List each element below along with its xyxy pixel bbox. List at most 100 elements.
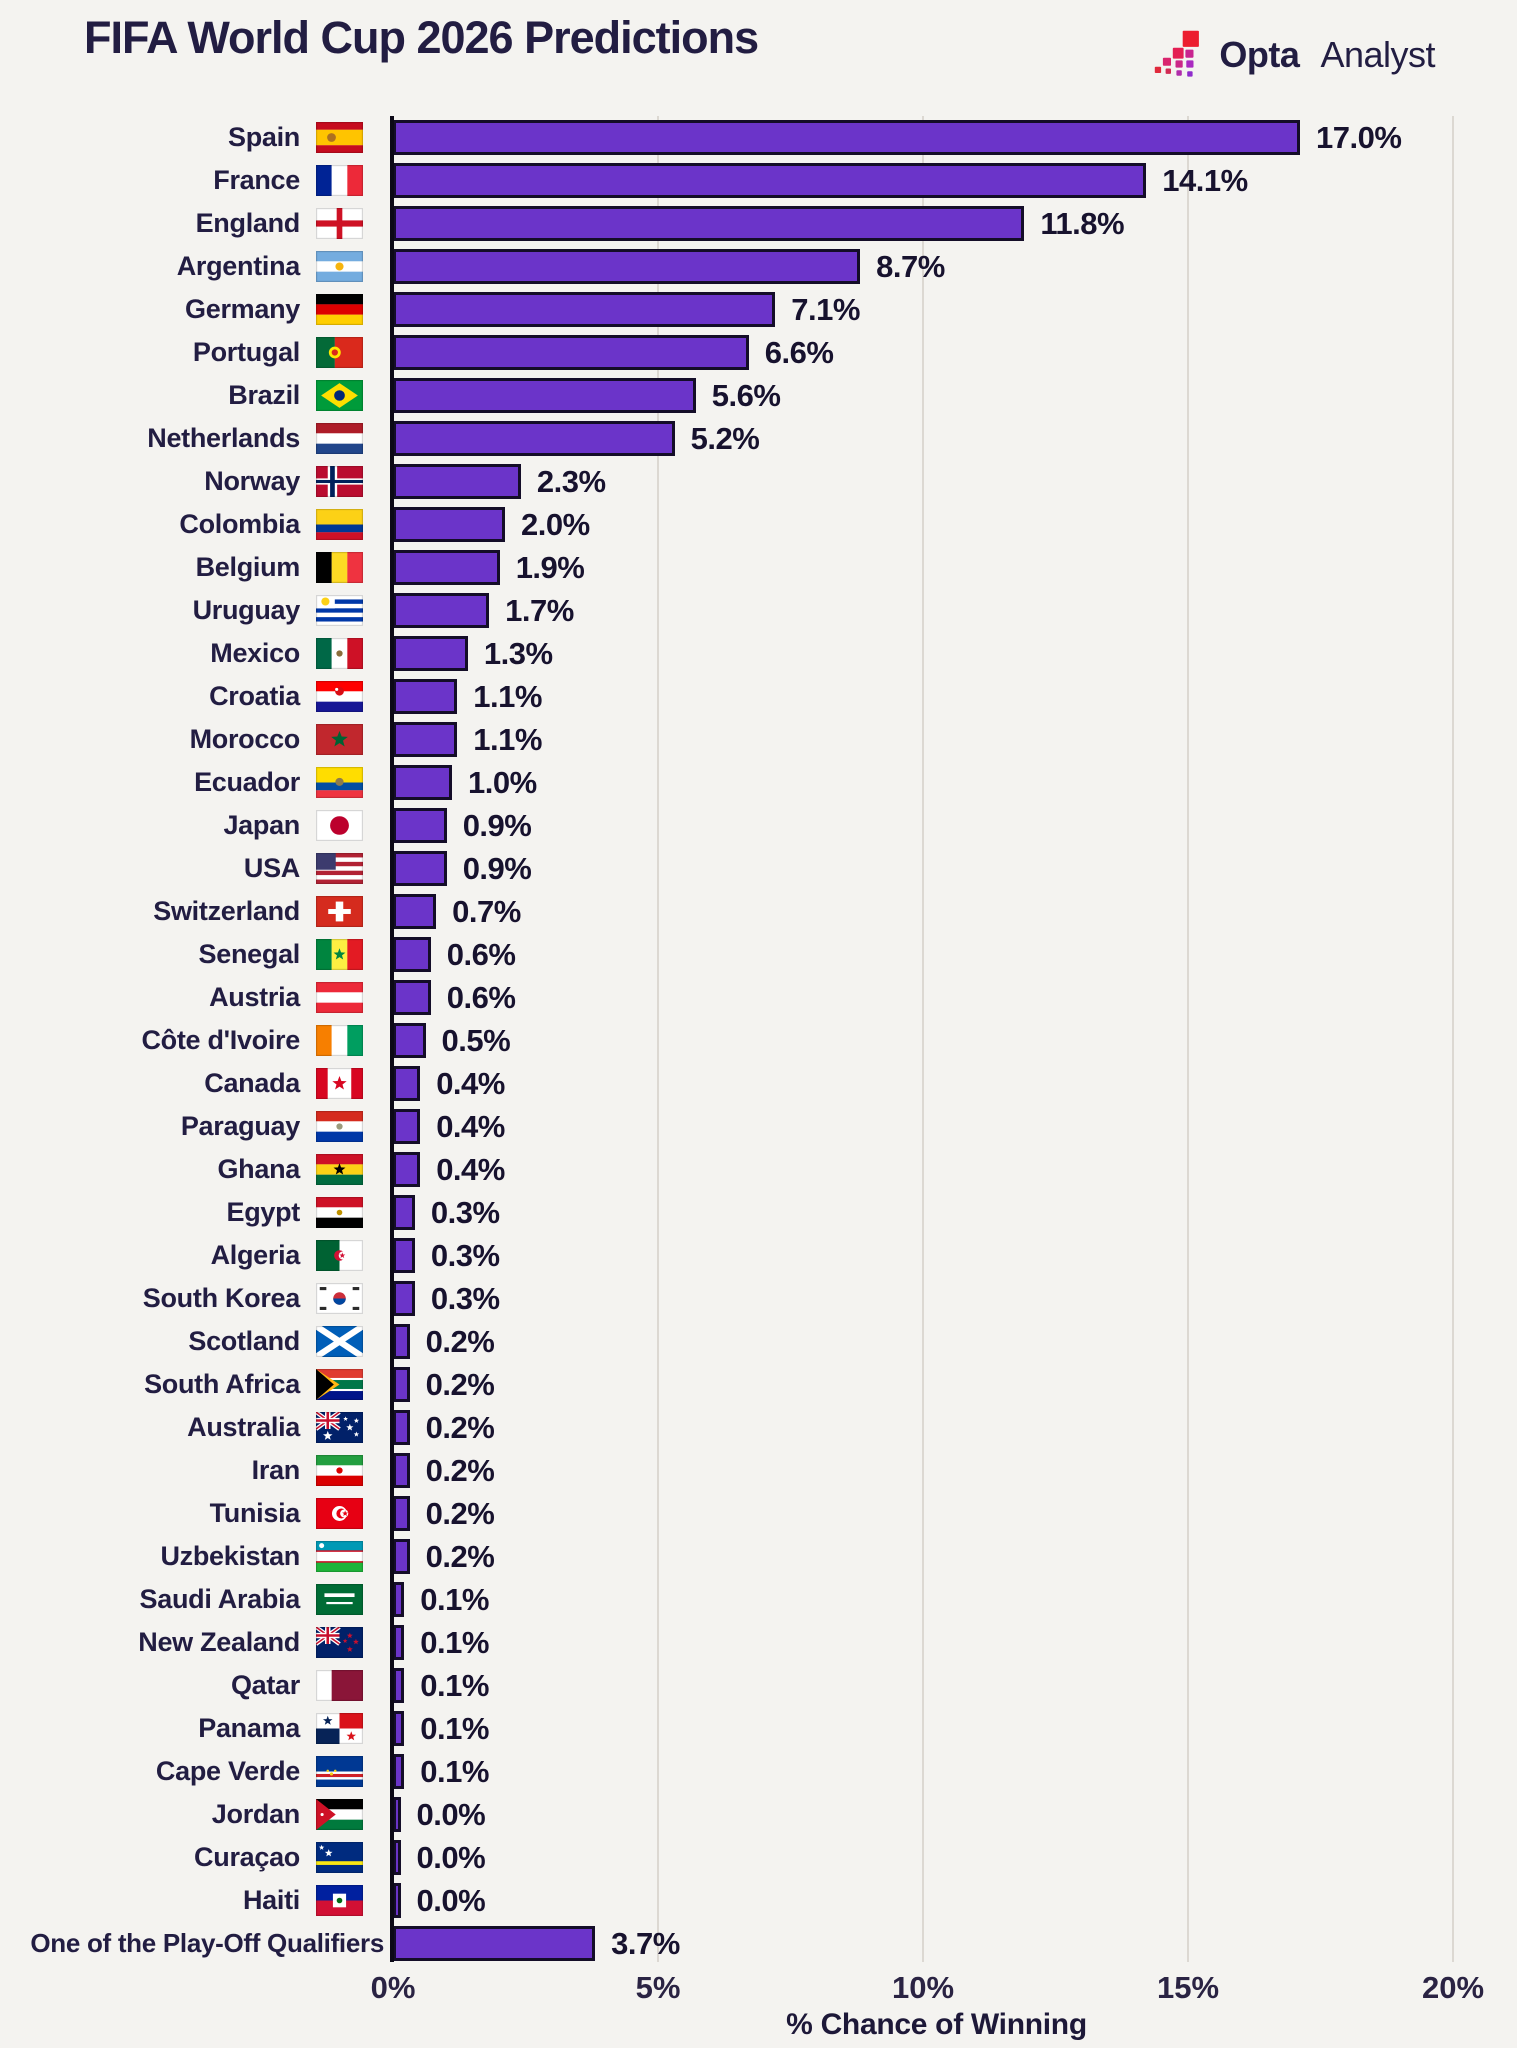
row-ecuador: Ecuador 1.0% (0, 761, 1517, 804)
value-label-ecuador: 1.0% (468, 765, 537, 800)
row-japan: Japan 0.9% (0, 804, 1517, 847)
country-label-belgium: Belgium (195, 552, 301, 582)
value-label-qatar: 0.1% (420, 1668, 489, 1703)
value-label-curacao: 0.0% (416, 1840, 486, 1875)
bar-qatar (393, 1668, 405, 1703)
bar-australia (393, 1410, 410, 1445)
row-portugal: Portugal 6.6% (0, 331, 1517, 374)
value-label-cape-verde: 0.1% (420, 1754, 489, 1789)
value-label-tunisia: 0.2% (425, 1496, 495, 1531)
flag-saudi-arabia-icon (316, 1584, 363, 1615)
flag-england-icon (316, 208, 363, 239)
bar-belgium (393, 550, 500, 585)
flag-france-icon (316, 165, 363, 196)
flag-panama-icon (316, 1713, 363, 1744)
value-label-haiti: 0.0% (416, 1883, 486, 1918)
country-label-senegal: Senegal (198, 939, 301, 969)
bar-egypt (393, 1195, 415, 1230)
row-haiti: Haiti 0.0% (0, 1879, 1517, 1922)
bar-iran (393, 1453, 410, 1488)
logo-word-analyst: Analyst (1320, 34, 1435, 75)
flag-croatia-icon (316, 681, 363, 712)
value-label-austria: 0.6% (446, 980, 516, 1015)
bar-france (393, 163, 1147, 198)
value-label-canada: 0.4% (436, 1066, 505, 1101)
value-label-usa: 0.9% (462, 851, 532, 886)
country-label-switzerland: Switzerland (153, 896, 300, 926)
row-uzbekistan: Uzbekistan 0.2% (0, 1535, 1517, 1578)
country-label-england: England (195, 208, 301, 238)
bar-brazil (393, 378, 696, 413)
country-label-australia: Australia (187, 1412, 300, 1442)
country-label-croatia: Croatia (209, 681, 300, 711)
row-algeria: Algeria 0.3% (0, 1234, 1517, 1277)
stair-pixels-icon (1155, 30, 1200, 77)
bar-usa (393, 851, 447, 886)
country-label-portugal: Portugal (192, 337, 300, 367)
bar-curacao (393, 1840, 401, 1875)
country-label-haiti: Haiti (242, 1885, 300, 1915)
row-usa: USA 0.9% (0, 847, 1517, 890)
row-iran: Iran 0.2% (0, 1449, 1517, 1492)
value-label-france: 14.1% (1162, 163, 1248, 198)
value-label-spain: 17.0% (1316, 120, 1402, 155)
country-label-usa: USA (243, 853, 300, 883)
value-label-colombia: 2.0% (521, 507, 590, 542)
flag-belgium-icon (316, 552, 363, 583)
country-label-netherlands: Netherlands (147, 423, 300, 453)
value-label-mexico: 1.3% (483, 636, 553, 671)
bar-jordan (393, 1797, 401, 1832)
country-label-japan: Japan (223, 810, 300, 840)
row-spain: Spain 17.0% (0, 116, 1517, 159)
row-one-of-the-play-off-qualifiers: One of the Play-Off Qualifiers 3.7% (0, 1922, 1517, 1965)
row-senegal: Senegal 0.6% (0, 933, 1517, 976)
gridline-10pct (922, 116, 924, 1962)
country-label-cape-verde: Cape Verde (155, 1756, 300, 1786)
bar-spain (393, 120, 1300, 155)
value-label-japan: 0.9% (462, 808, 532, 843)
value-label-morocco: 1.1% (473, 722, 542, 757)
bar-algeria (393, 1238, 415, 1273)
bar-japan (393, 808, 447, 843)
country-label-new-zealand: New Zealand (138, 1627, 300, 1657)
row-colombia: Colombia 2.0% (0, 503, 1517, 546)
bar-haiti (393, 1883, 401, 1918)
country-label-jordan: Jordan (211, 1799, 301, 1829)
flag-ecuador-icon (316, 767, 363, 798)
bar-argentina (393, 249, 861, 284)
flag-senegal-icon (316, 939, 363, 970)
flag-curacao-icon (316, 1842, 363, 1873)
row-south-africa: South Africa 0.2% (0, 1363, 1517, 1406)
bar-ghana (393, 1152, 421, 1187)
bar-one-of-the-play-off-qualifiers (393, 1926, 596, 1961)
x-tick-10pct: 10% (891, 1970, 955, 2005)
flag-germany-icon (316, 294, 363, 325)
bar-new-zealand (393, 1625, 405, 1660)
row-saudi-arabia: Saudi Arabia 0.1% (0, 1578, 1517, 1621)
flag-egypt-icon (316, 1197, 363, 1228)
bar-switzerland (393, 894, 437, 929)
row-south-korea: South Korea 0.3% (0, 1277, 1517, 1320)
flag-australia-icon (316, 1412, 363, 1443)
x-axis-title: % Chance of Winning (786, 2008, 1087, 2041)
row-australia: Australia 0.2% (0, 1406, 1517, 1449)
country-label-curacao: Curaçao (194, 1842, 300, 1872)
value-label-uzbekistan: 0.2% (425, 1539, 495, 1574)
country-label-ghana: Ghana (217, 1154, 300, 1184)
row-canada: Canada 0.4% (0, 1062, 1517, 1105)
value-label-one-of-the-play-off-qualifiers: 3.7% (611, 1926, 680, 1961)
row-tunisia: Tunisia 0.2% (0, 1492, 1517, 1535)
flag-morocco-icon (316, 724, 363, 755)
row-panama: Panama 0.1% (0, 1707, 1517, 1750)
bar-germany (393, 292, 776, 327)
bar-netherlands (393, 421, 675, 456)
gridline-15pct (1187, 116, 1189, 1962)
flag-austria-icon (316, 982, 363, 1013)
value-label-paraguay: 0.4% (436, 1109, 505, 1144)
value-label-belgium: 1.9% (515, 550, 585, 585)
country-label-spain: Spain (227, 122, 300, 152)
row-uruguay: Uruguay 1.7% (0, 589, 1517, 632)
row-egypt: Egypt 0.3% (0, 1191, 1517, 1234)
bar-england (393, 206, 1025, 241)
